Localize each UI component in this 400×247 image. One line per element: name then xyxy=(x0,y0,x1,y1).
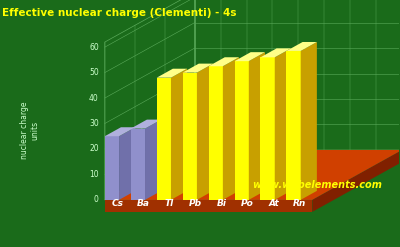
Polygon shape xyxy=(105,150,400,200)
Polygon shape xyxy=(105,136,119,200)
Polygon shape xyxy=(119,127,135,200)
Polygon shape xyxy=(208,57,239,66)
Polygon shape xyxy=(223,57,239,200)
Text: www.webelements.com: www.webelements.com xyxy=(252,180,382,190)
Text: Rn: Rn xyxy=(293,199,306,208)
Text: 20: 20 xyxy=(89,144,99,153)
Text: 60: 60 xyxy=(89,43,99,52)
Polygon shape xyxy=(145,120,161,200)
Text: nuclear charge
units: nuclear charge units xyxy=(20,101,40,159)
Polygon shape xyxy=(131,129,145,200)
Polygon shape xyxy=(208,66,223,200)
Text: 30: 30 xyxy=(89,119,99,128)
Polygon shape xyxy=(286,51,301,200)
Polygon shape xyxy=(249,52,265,200)
Polygon shape xyxy=(157,78,171,200)
Polygon shape xyxy=(183,73,197,200)
Text: Tl: Tl xyxy=(165,199,174,208)
Polygon shape xyxy=(260,57,275,200)
Text: 0: 0 xyxy=(94,195,99,204)
Text: Ba: Ba xyxy=(137,199,150,208)
Polygon shape xyxy=(260,48,291,57)
Text: Po: Po xyxy=(241,199,254,208)
Polygon shape xyxy=(286,42,317,51)
Text: At: At xyxy=(268,199,279,208)
Polygon shape xyxy=(183,64,213,73)
Text: Pb: Pb xyxy=(189,199,202,208)
Text: 50: 50 xyxy=(89,68,99,77)
Polygon shape xyxy=(195,0,400,150)
Text: Effective nuclear charge (Clementi) - 4s: Effective nuclear charge (Clementi) - 4s xyxy=(2,8,236,18)
Text: 40: 40 xyxy=(89,94,99,103)
Polygon shape xyxy=(234,61,249,200)
Text: Cs: Cs xyxy=(112,199,124,208)
Text: 10: 10 xyxy=(89,170,99,179)
Polygon shape xyxy=(197,64,213,200)
Polygon shape xyxy=(105,200,312,212)
Polygon shape xyxy=(275,48,291,200)
Polygon shape xyxy=(234,52,265,61)
Polygon shape xyxy=(157,69,187,78)
Text: Bi: Bi xyxy=(216,199,226,208)
Polygon shape xyxy=(301,42,317,200)
Polygon shape xyxy=(131,120,161,129)
Polygon shape xyxy=(105,0,195,200)
Polygon shape xyxy=(105,150,400,200)
Polygon shape xyxy=(312,150,400,212)
Polygon shape xyxy=(105,127,135,136)
Polygon shape xyxy=(171,69,187,200)
